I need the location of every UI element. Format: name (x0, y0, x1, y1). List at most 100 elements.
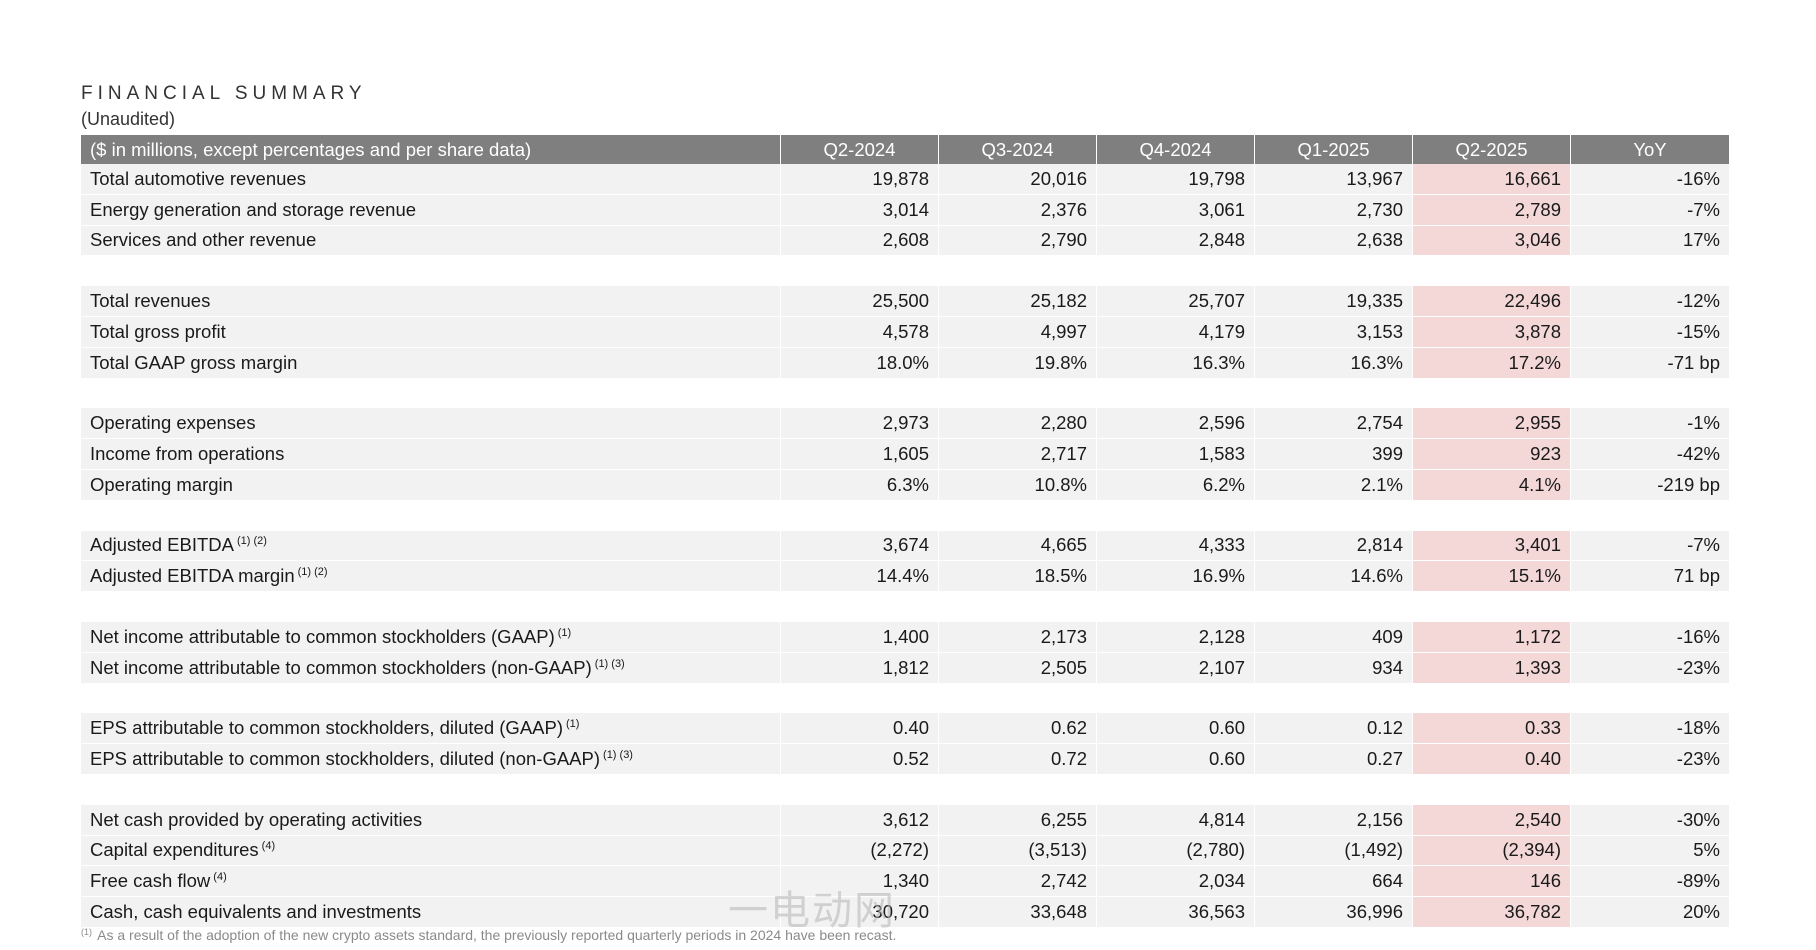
table-cell: 2,280 (939, 408, 1097, 440)
table-cell: 6.2% (1097, 469, 1255, 501)
row-label: Energy generation and storage revenue (81, 194, 781, 226)
row-label-text: Energy generation and storage revenue (90, 198, 417, 220)
table-cell: 409 (1255, 621, 1413, 653)
table-cell: 4,997 (939, 316, 1097, 348)
table-cell: (2,272) (781, 835, 939, 867)
table-cell: 19.8% (939, 347, 1097, 379)
watermark: 一电动网 (728, 889, 896, 933)
footnote-reference: (1) (3) (603, 749, 633, 762)
table-cell: 2,730 (1255, 194, 1413, 226)
table-cell: 3,046 (1413, 225, 1571, 257)
table-cell: 20,016 (939, 164, 1097, 195)
table-cell: 3,061 (1097, 194, 1255, 226)
table-cell: 16,661 (1413, 164, 1571, 195)
table-cell: 2,376 (939, 194, 1097, 226)
table-cell: 0.60 (1097, 713, 1255, 745)
table-cell: 0.40 (781, 713, 939, 745)
spacer-cell (81, 683, 1729, 714)
table-row: Operating margin 6.3% 10.8% 6.2% 2.1% 4.1% -21… (81, 469, 1729, 501)
table-cell: 22,496 (1413, 286, 1571, 317)
table-row: Net cash provided by operating activitie… (81, 804, 1729, 836)
spacer-row (81, 500, 1729, 531)
table-cell: -1% (1571, 408, 1729, 440)
row-label: EPS attributable to common stockholders,… (81, 744, 781, 775)
spacer-cell (81, 592, 1729, 622)
table-cell: 1,812 (781, 652, 939, 684)
table-cell: 4.1% (1413, 469, 1571, 501)
row-label: Free cash flow (4) (81, 866, 781, 898)
table-cell: 1,583 (1097, 439, 1255, 470)
row-label: Capital expenditures (4) (81, 835, 781, 867)
table-row: Total GAAP gross margin 18.0% 19.8% 16.3% 16… (81, 347, 1729, 379)
table-cell: 3,878 (1413, 316, 1571, 348)
table-cell: 2,754 (1255, 408, 1413, 440)
row-label-text: Cash, cash equivalents and investments (90, 901, 422, 923)
spacer-row (81, 378, 1729, 409)
row-label-text: Adjusted EBITDA (90, 534, 234, 556)
table-cell: 0.33 (1413, 713, 1571, 745)
spacer-cell (81, 378, 1729, 409)
footnote-reference: (4) (261, 840, 276, 853)
table-cell: 14.6% (1255, 561, 1413, 593)
row-label-text: Services and other revenue (90, 229, 317, 251)
row-label-text: Income from operations (90, 443, 285, 465)
table-cell: -89% (1571, 866, 1729, 898)
table-cell: 1,393 (1413, 652, 1571, 684)
page-title: FINANCIAL SUMMARY (81, 83, 367, 104)
row-label: Adjusted EBITDA margin (1) (2) (81, 561, 781, 593)
table-cell: 19,798 (1097, 164, 1255, 195)
table-cell: -16% (1571, 621, 1729, 653)
table-cell: 2,814 (1255, 530, 1413, 562)
row-label: Total automotive revenues (81, 164, 781, 195)
table-body: Total automotive revenues 19,878 20,016 19,… (81, 164, 1729, 928)
row-label-text: Total revenues (90, 290, 211, 312)
table-cell: 4,179 (1097, 316, 1255, 348)
table-cell: 664 (1255, 866, 1413, 898)
header-q4-2024: Q4-2024 (1097, 135, 1255, 164)
table-row: Adjusted EBITDA margin (1) (2) 14.4% 18.5% 1… (81, 561, 1729, 593)
spacer-row (81, 256, 1729, 287)
spacer-row (81, 683, 1729, 714)
spacer-cell (81, 500, 1729, 531)
table-cell: 4,814 (1097, 804, 1255, 836)
table-cell: 3,401 (1413, 530, 1571, 562)
table-cell: 2,955 (1413, 408, 1571, 440)
table-cell: 18.5% (939, 561, 1097, 593)
table-cell: -42% (1571, 439, 1729, 470)
table-row: Cash, cash equivalents and investments 30… (81, 897, 1729, 928)
table-row: Total automotive revenues 19,878 20,016 19,… (81, 164, 1729, 195)
row-label-text: Total automotive revenues (90, 167, 306, 189)
table-cell: 1,172 (1413, 621, 1571, 653)
table-cell: 0.62 (939, 713, 1097, 745)
table-cell: 2,790 (939, 225, 1097, 257)
row-label: Net income attributable to common stockh… (81, 621, 781, 653)
table-cell: 20% (1571, 897, 1729, 928)
row-label-text: Net income attributable to common stockh… (90, 625, 555, 647)
table-cell: 71 bp (1571, 561, 1729, 593)
table-cell: 36,996 (1255, 897, 1413, 928)
row-label-text: Capital expenditures (90, 839, 259, 861)
table-cell: 2,128 (1097, 621, 1255, 653)
table-cell: 0.52 (781, 744, 939, 775)
row-label: Operating margin (81, 469, 781, 501)
footnote-text: As a result of the adoption of the new c… (97, 927, 897, 943)
table-cell: (2,394) (1413, 835, 1571, 867)
row-label-text: Free cash flow (90, 870, 211, 892)
table-cell: 36,563 (1097, 897, 1255, 928)
table-row: Income from operations 1,605 2,717 1,583 399… (81, 439, 1729, 470)
table-cell: (1,492) (1255, 835, 1413, 867)
table-cell: 2,540 (1413, 804, 1571, 836)
footnote: (1) As a result of the adoption of the n… (81, 927, 896, 943)
table-cell: 2,107 (1097, 652, 1255, 684)
table-cell: 1,400 (781, 621, 939, 653)
header-q2-2025: Q2-2025 (1413, 135, 1571, 164)
table-cell: 6,255 (939, 804, 1097, 836)
table-row: Free cash flow (4) 1,340 2,742 2,034 664 146 -8… (81, 866, 1729, 898)
footnote-reference: (1) (2) (236, 535, 267, 548)
table-row: Total gross profit 4,578 4,997 4,179 3,153 3,… (81, 316, 1729, 348)
row-label-text: EPS attributable to common stockholders,… (90, 717, 563, 739)
table-cell: 2,789 (1413, 194, 1571, 226)
footnote-marker: (1) (81, 927, 92, 937)
table-row: EPS attributable to common stockholders,… (81, 713, 1729, 745)
row-label: Operating expenses (81, 408, 781, 440)
